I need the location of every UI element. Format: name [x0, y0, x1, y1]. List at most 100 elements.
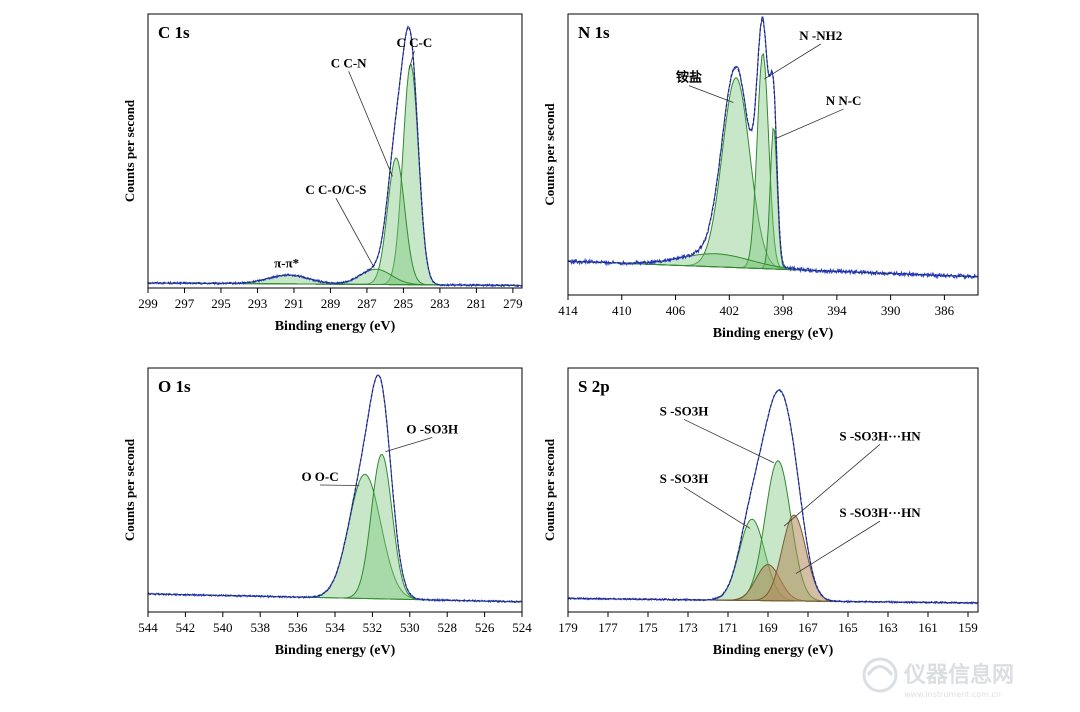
x-tick-label: 179: [558, 620, 578, 635]
chart-title: S 2p: [578, 377, 610, 396]
x-tick-label: 161: [918, 620, 938, 635]
x-tick-label: 524: [512, 620, 532, 635]
panel-c1s: 299 297 295 293 291 289 287 285 283 281 279 Binding…: [122, 13, 523, 334]
x-axis-label: Binding energy (eV): [713, 326, 834, 341]
peak-component-1: [147, 63, 523, 286]
y-axis-label: Counts per second: [542, 103, 557, 206]
x-tick-label: 386: [935, 303, 955, 318]
watermark-subtext: www.instrument.com.cn: [904, 690, 1001, 699]
x-tick-label: 287: [357, 296, 377, 311]
x-tick-label: 283: [430, 296, 450, 311]
measured-spectrum-line: [147, 374, 523, 604]
measured-spectrum-line: [567, 388, 979, 605]
peak-annotation-label: 铵盐: [676, 70, 702, 85]
peak-annotation-label: π-π*: [274, 256, 299, 271]
annotation-leader-line: [795, 520, 881, 574]
x-tick-label: 177: [598, 620, 618, 635]
x-tick-label: 410: [612, 303, 632, 318]
x-tick-label: 528: [437, 620, 457, 635]
peak-annotation-label: S -SO3H: [660, 403, 709, 418]
annotation-leader-line: [774, 108, 844, 140]
annotation-leader-line: [320, 484, 360, 486]
peak-annotation-label: C C-C: [396, 35, 432, 50]
chart-title: O 1s: [158, 377, 191, 396]
x-tick-label: 530: [400, 620, 420, 635]
fit-envelope-line: [147, 374, 523, 603]
x-tick-label: 534: [325, 620, 345, 635]
annotation-leader-line: [385, 437, 433, 452]
x-tick-label: 540: [213, 620, 233, 635]
peak-component-2: [147, 157, 523, 286]
panel-n1s: 414 410 406 402 398 394 390 386 Binding energy (…: [542, 13, 979, 341]
peak-annotation-label: S -SO3H···HN: [839, 428, 921, 443]
peak-annotation-label: C C-N: [331, 55, 367, 70]
x-tick-label: 295: [211, 296, 231, 311]
x-tick-label: 293: [248, 296, 268, 311]
x-tick-label: 526: [475, 620, 495, 635]
peak-component-3: [567, 127, 979, 278]
x-tick-label: 291: [284, 296, 304, 311]
plot-frame: [567, 367, 979, 613]
x-tick-label: 281: [467, 296, 487, 311]
plot-frame: [147, 367, 523, 613]
x-tick-label: 414: [558, 303, 578, 318]
x-axis-label: Binding energy (eV): [275, 319, 396, 334]
annotation-leader-line: [335, 197, 375, 268]
annotation-leader-line: [348, 71, 393, 177]
x-tick-label: 538: [250, 620, 270, 635]
x-tick-label: 169: [758, 620, 778, 635]
peak-annotation-label: S -SO3H···HN: [839, 505, 921, 520]
x-tick-label: 536: [288, 620, 308, 635]
panel-s2p: 179 177 175 173 171 169 167 165 163 161 159 Binding…: [542, 367, 979, 658]
annotation-leader-line: [683, 419, 775, 464]
watermark-logo-icon: [862, 657, 898, 693]
y-axis-label: Counts per second: [122, 99, 137, 202]
annotation-leader-line: [688, 85, 734, 103]
annotation-leader-line: [408, 50, 415, 70]
y-axis-label: Counts per second: [122, 438, 137, 541]
x-tick-label: 175: [638, 620, 658, 635]
fit-envelope-line: [567, 16, 979, 278]
plot-frame: [147, 13, 523, 289]
x-tick-label: 398: [773, 303, 793, 318]
annotation-leader-line: [683, 486, 751, 529]
annotation-leader-line: [783, 443, 881, 527]
x-tick-label: 285: [394, 296, 414, 311]
plot-frame: [567, 13, 979, 296]
peak-annotation-label: N -NH2: [799, 28, 842, 43]
peak-component-1: [147, 473, 523, 603]
peak-annotation-label: C C-O/C-S: [305, 182, 366, 197]
x-axis-label: Binding energy (eV): [713, 643, 834, 658]
chart-title: C 1s: [158, 23, 190, 42]
x-tick-label: 299: [138, 296, 158, 311]
fit-envelope-line: [567, 389, 979, 604]
peak-annotation-label: O -SO3H: [406, 422, 458, 437]
annotation-leader-line: [764, 43, 821, 80]
peak-annotation-label: S -SO3H: [660, 471, 709, 486]
fit-envelope-line: [147, 25, 523, 287]
x-tick-label: 289: [321, 296, 341, 311]
peak-annotation-label: N N-C: [826, 93, 862, 108]
watermark: 仪器信息网 www.instrument.com.cn: [862, 657, 1014, 699]
x-tick-label: 402: [720, 303, 740, 318]
x-tick-label: 279: [503, 296, 523, 311]
x-tick-label: 297: [175, 296, 195, 311]
peak-annotation-label: O O-C: [301, 469, 338, 484]
x-tick-label: 394: [827, 303, 847, 318]
chart-title: N 1s: [578, 23, 610, 42]
x-tick-label: 173: [678, 620, 698, 635]
x-tick-label: 171: [718, 620, 738, 635]
x-tick-label: 406: [666, 303, 686, 318]
x-tick-label: 544: [138, 620, 158, 635]
watermark-text: 仪器信息网: [903, 662, 1014, 688]
x-tick-label: 390: [881, 303, 901, 318]
y-axis-label: Counts per second: [542, 438, 557, 541]
panel-o1s: 544 542 540 538 536 534 532 530 528 526 524 Binding…: [122, 367, 532, 658]
x-tick-label: 165: [838, 620, 858, 635]
x-tick-label: 159: [958, 620, 978, 635]
x-tick-label: 167: [798, 620, 818, 635]
x-axis-label: Binding energy (eV): [275, 643, 396, 658]
x-tick-label: 542: [176, 620, 196, 635]
x-tick-label: 532: [363, 620, 383, 635]
